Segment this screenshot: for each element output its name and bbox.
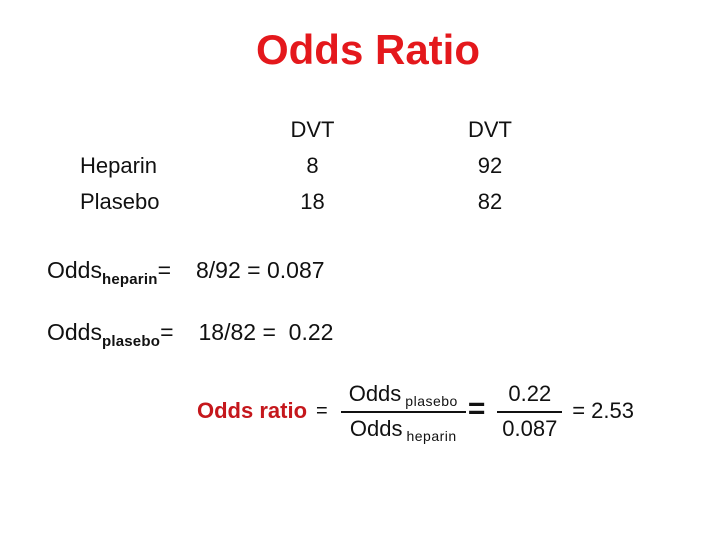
contingency-table: DVT DVT Heparin 8 92 Plasebo 18 82	[80, 112, 590, 220]
frac1-den-subscript: heparin	[406, 427, 457, 444]
formula-equals-1: =	[316, 399, 328, 422]
odds-ratio-label: Odds ratio	[197, 398, 308, 423]
odds-heparin-line: Oddsheparin= 8/92 = 0.087	[47, 257, 325, 288]
frac1-num-subscript: plasebo	[405, 392, 458, 409]
frac1-den-base: Odds	[349, 415, 403, 441]
odds-heparin-expression: 8/92 = 0.087	[196, 257, 325, 283]
fraction2-denominator: 0.087	[502, 415, 558, 441]
odds-plasebo-line: Oddsplasebo= 18/82 = 0.22	[47, 319, 334, 350]
formula-result: = 2.53	[572, 398, 634, 423]
odds-heparin-base: Odds	[47, 257, 102, 283]
table-cell-plasebo-dvt: 18	[300, 189, 325, 214]
odds-plasebo-expression: 18/82 = 0.22	[198, 319, 334, 345]
table-cell-plasebo-nodvt: 82	[477, 189, 503, 214]
table-cell-heparin-nodvt: 92	[477, 153, 503, 178]
table-header-dvt-no: DVT	[468, 117, 512, 142]
fraction1-numerator: Odds plasebo	[340, 380, 466, 413]
fraction1-denominator: Odds heparin	[341, 413, 466, 444]
odds-heparin-equals: =	[157, 257, 171, 283]
formula-equals-2: =	[467, 392, 486, 425]
fraction-odds-values: 0.22 0.087	[497, 381, 563, 442]
fraction2-numerator: 0.22	[497, 381, 563, 413]
table-row-label-heparin: Heparin	[80, 153, 158, 178]
table-corner-cell	[80, 112, 235, 148]
slide-title: Odds Ratio	[255, 26, 480, 73]
table-cell-heparin-dvt: 8	[306, 153, 319, 178]
odds-plasebo-subscript: plasebo	[101, 333, 161, 350]
frac1-num-base: Odds	[348, 380, 402, 406]
odds-ratio-formula: Odds ratio = Odds plasebo Odds heparin = 0…	[197, 374, 634, 448]
odds-heparin-subscript: heparin	[101, 271, 158, 288]
table-row-label-plasebo: Plasebo	[80, 189, 160, 214]
odds-plasebo-equals: =	[160, 319, 174, 345]
fraction-odds-terms: Odds plasebo Odds heparin	[340, 380, 466, 444]
odds-plasebo-base: Odds	[47, 319, 102, 345]
table-header-dvt-yes: DVT	[290, 117, 335, 142]
